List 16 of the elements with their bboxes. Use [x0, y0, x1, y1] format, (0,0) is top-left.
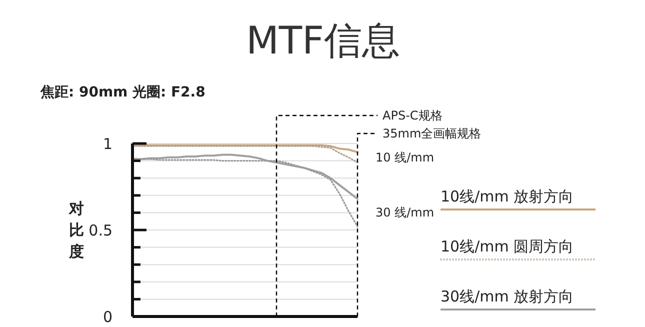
chart-subtitle: 焦距: 90mm 光圈: F2.8: [40, 84, 206, 100]
text: 10线/mm 圆周方向: [440, 238, 574, 256]
text: 10 线/mm: [376, 150, 434, 164]
line-series: [132, 157, 358, 228]
y-tick-label: 1: [102, 135, 113, 153]
chart-title: MTF信息: [246, 18, 400, 62]
text: 35mm全画幅规格: [382, 126, 482, 140]
text: 30 线/mm: [376, 206, 434, 220]
line-series: [132, 145, 358, 164]
y-tick-label: 0: [102, 308, 113, 326]
y-tick-label: 0.5: [88, 222, 113, 240]
line-series: [132, 144, 358, 154]
text: 30线/mm 放射方向: [440, 288, 574, 306]
y-axis-title: 对比度: [68, 199, 84, 261]
text: APS-C规格: [382, 108, 442, 122]
text: 10线/mm 放射方向: [440, 188, 574, 206]
